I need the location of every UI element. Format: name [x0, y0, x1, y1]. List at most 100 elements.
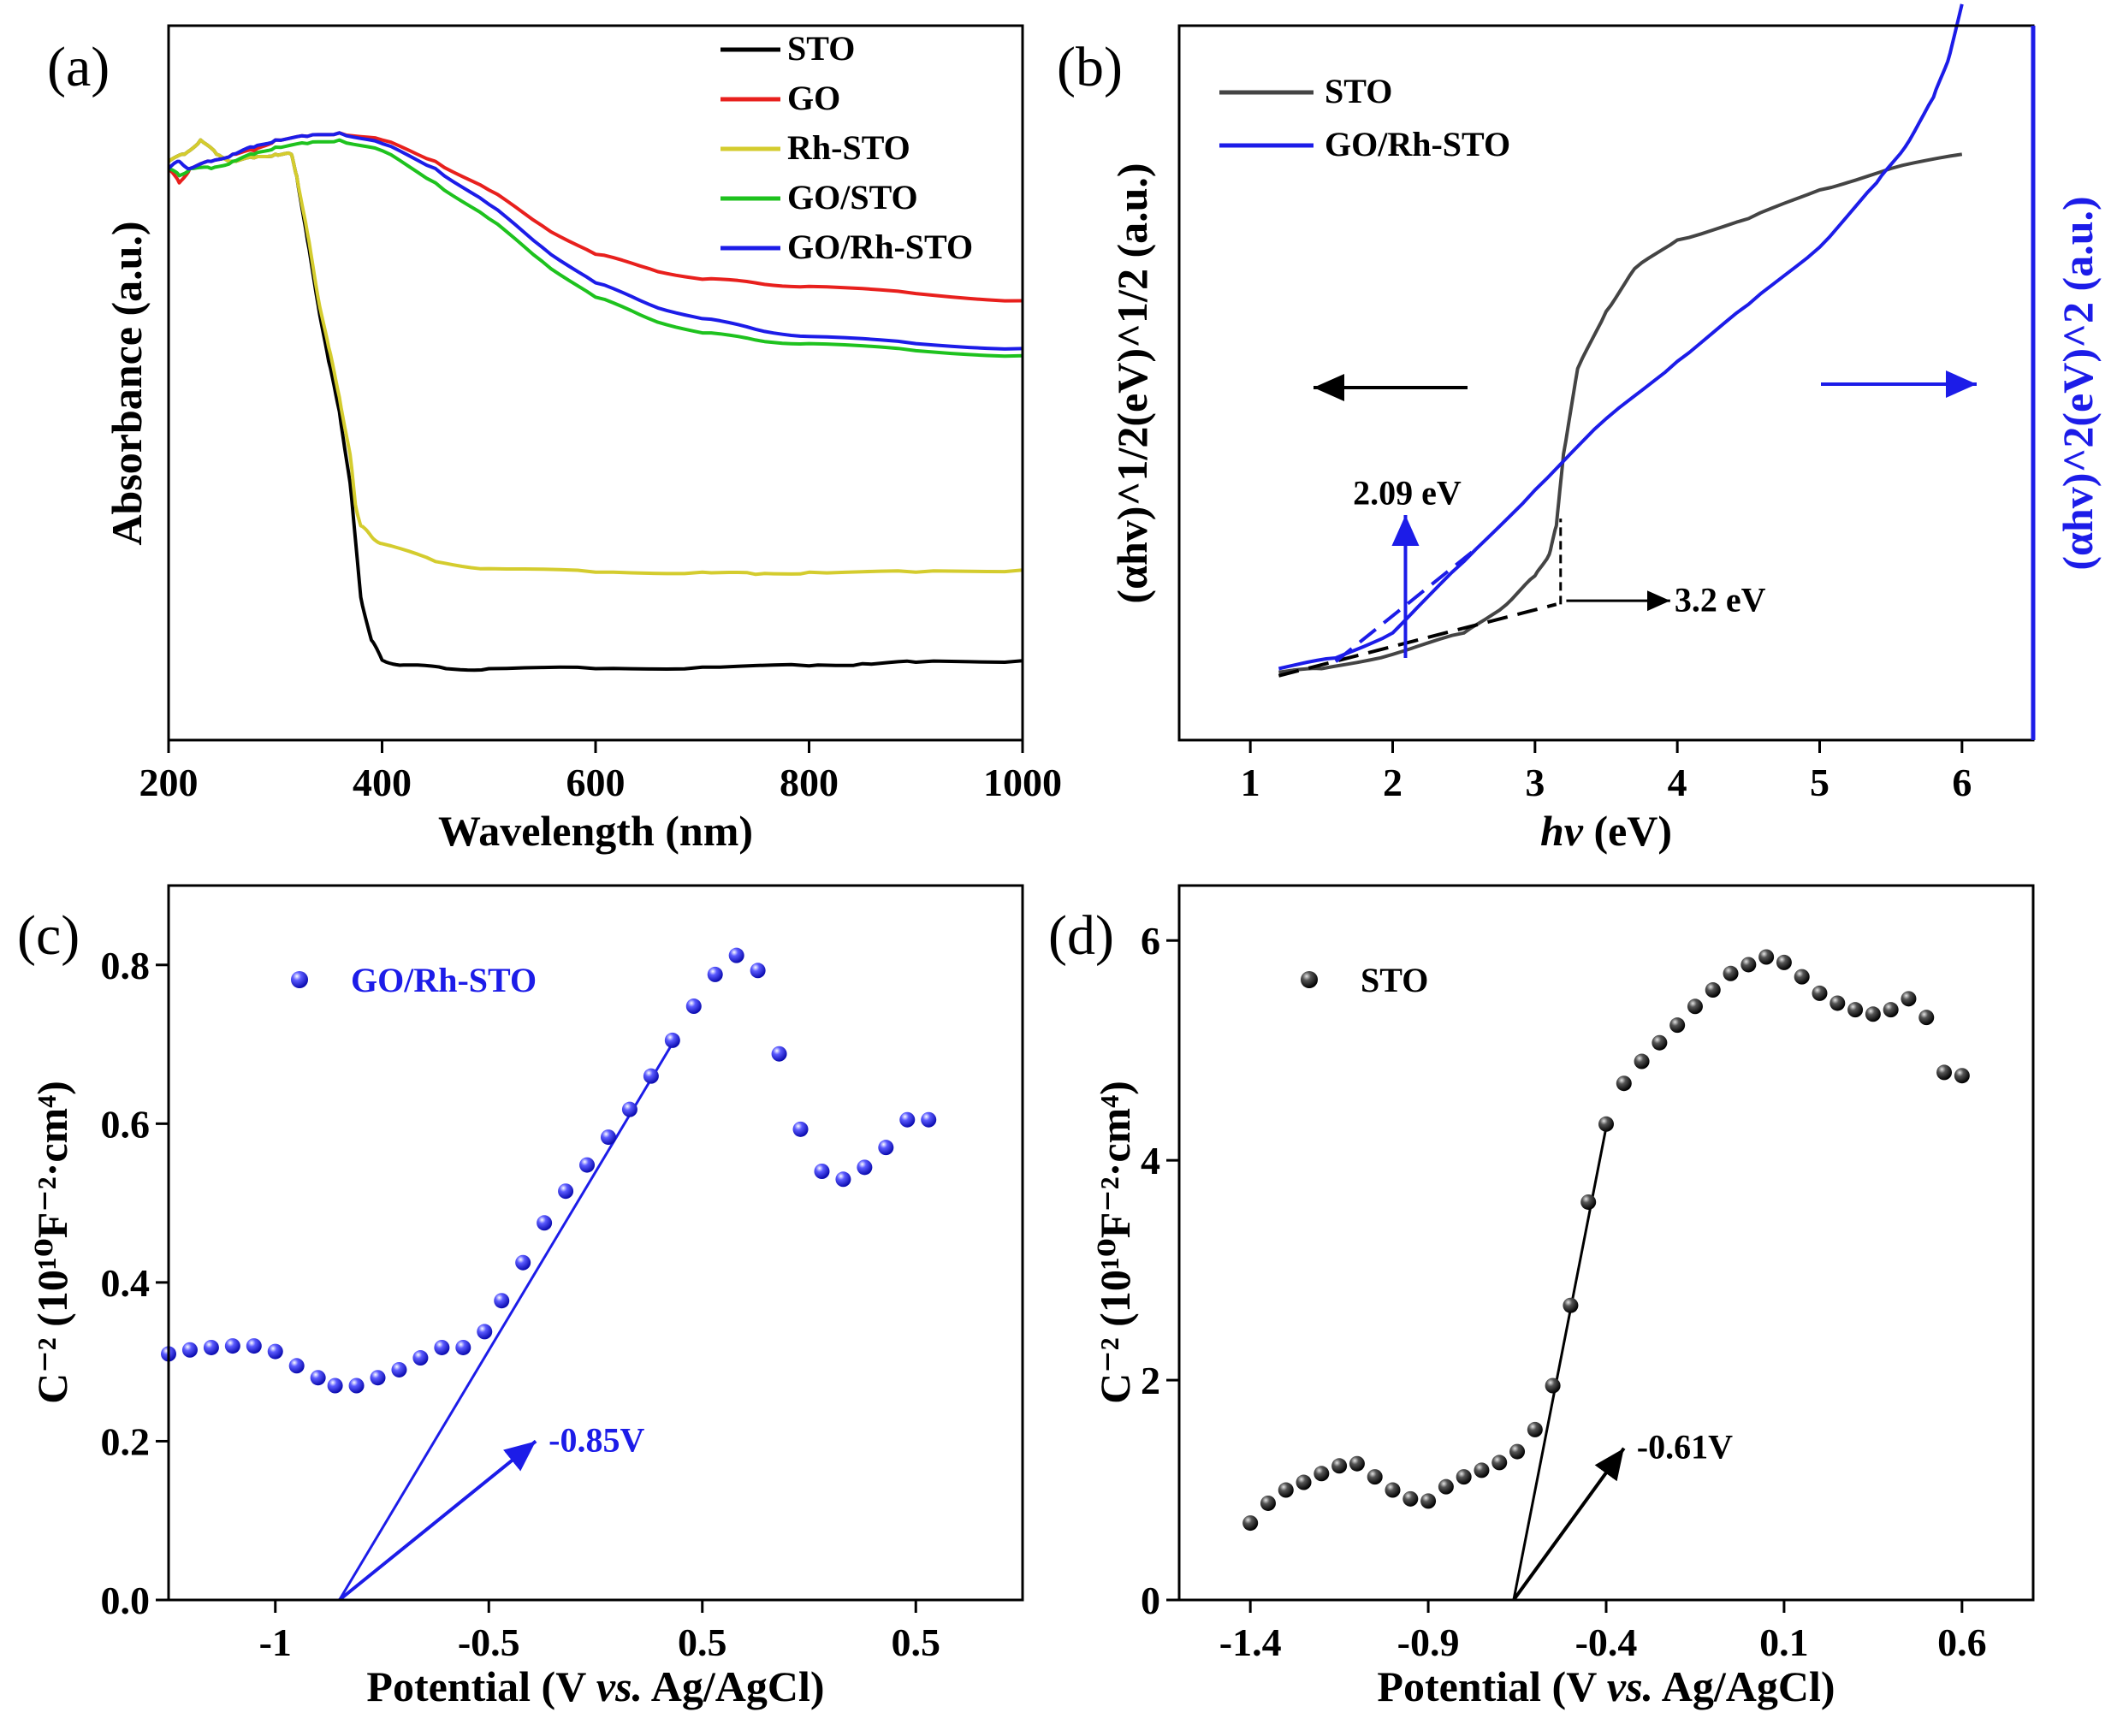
panel-d-data-point: [1563, 1297, 1579, 1313]
panel-a-x-tick-label: 400: [353, 761, 412, 804]
panel-d-x-tick-label: -1.4: [1219, 1620, 1282, 1664]
panel-c-arrow: [338, 1439, 537, 1602]
panel-c-x-tick-label: -0.5: [458, 1620, 520, 1664]
panel-d-data-point: [1936, 1064, 1953, 1081]
panel-b-x-tick-label: 1: [1241, 761, 1260, 804]
panel-a-y-label: Absorbance (a.u.): [103, 221, 151, 545]
panel-b-annotation-2-09: 2.09 eV: [1353, 473, 1462, 512]
panel-d-y-tick-label: 4: [1141, 1139, 1160, 1182]
panel-c-y-tick-label: 0.8: [101, 944, 151, 987]
panel-c-y-tick-label: 0.0: [101, 1579, 151, 1622]
panel-c-data-point: [921, 1111, 937, 1128]
panel-c-x-tick-label: -1: [259, 1620, 292, 1664]
panel-a-x-tick-label: 1000: [983, 761, 1062, 804]
panel-d-data-point: [1652, 1034, 1668, 1051]
panel-d-data-point: [1705, 982, 1721, 998]
panel-c-data-point: [181, 1342, 198, 1358]
panel-b-x-ticks: 1 2 3 4 5 6: [1241, 740, 1972, 804]
panel-a-x-tick-label: 200: [139, 761, 199, 804]
panel-c-data-point: [643, 1068, 659, 1084]
panel-c-label: (c): [17, 904, 80, 967]
panel-d-x-label-part1: Potential (V: [1377, 1662, 1606, 1710]
panel-b-legend: STO GO/Rh-STO: [1219, 72, 1510, 163]
panel-d-data-point: [1847, 1002, 1864, 1018]
panel-c-x-tick-label: 0.5: [678, 1620, 727, 1664]
panel-b-annotation-3-2: 3.2 eV: [1675, 581, 1766, 619]
panel-c-y-tick-label: 0.6: [101, 1102, 151, 1146]
panel-c-data-point: [203, 1339, 219, 1355]
panel-a: (a) 200 400 600 800 1000 Wavelength (nm) Abs…: [47, 24, 1062, 855]
panel-d-data-point: [1634, 1053, 1650, 1069]
panel-c-data-point: [434, 1339, 450, 1355]
panel-c-data-point: [878, 1140, 894, 1156]
panel-d-legend-label: STO: [1361, 961, 1428, 999]
panel-a-label: (a): [47, 36, 110, 98]
panel-b-series-sto: [1278, 152, 1963, 674]
panel-a-x-tick-label: 800: [780, 761, 839, 804]
panel-c-data-point: [515, 1254, 531, 1271]
panel-c-y-tick-label: 0.4: [101, 1261, 151, 1305]
panel-b-x-tick-label: 2: [1383, 761, 1402, 804]
panel-c-data-point: [621, 1101, 637, 1117]
panel-c-x-label-part3: Ag/AgCl): [643, 1662, 825, 1710]
panel-d: (d) -0.61V -1.4 -0.9 -0.4 0.1 0.6 0 2 4 6 Potent…: [1048, 884, 2035, 1710]
panel-d-data-point: [1883, 1002, 1899, 1018]
panel-c-x-label-vs: vs.: [596, 1662, 643, 1710]
panel-d-data-point: [1616, 1075, 1632, 1092]
panel-c-data-point: [771, 1046, 787, 1062]
panel-d-data-point: [1758, 949, 1775, 965]
panel-b-annotations: 2.09 eV 3.2 eV: [1353, 473, 1766, 658]
panel-d-data-point: [1669, 1017, 1686, 1034]
panel-a-legend-label: STO: [787, 29, 855, 68]
panel-c-ticks: -1 -0.5 0.5 0.5 0.0 0.2 0.4 0.6 0.8: [101, 944, 941, 1664]
panel-c-data-point: [537, 1215, 553, 1231]
panel-c-data-point: [288, 1358, 305, 1374]
panel-b-x-tick-label: 3: [1525, 761, 1545, 804]
panel-d-data-point: [1901, 991, 1917, 1007]
panel-c-data-point: [685, 998, 702, 1015]
panel-d-data-point: [1367, 1469, 1383, 1485]
panel-d-y-tick-label: 2: [1141, 1359, 1160, 1402]
panel-d-plot-area: -0.61V: [1242, 949, 1970, 1602]
panel-c-y-label: C⁻² (10¹⁰F⁻²·cm⁴): [28, 1081, 76, 1404]
panel-c-data-point: [327, 1378, 343, 1394]
panel-c-data-point: [728, 947, 744, 963]
panel-b-y-label-right: (αhv)^2(eV)^2 (a.u.): [2054, 196, 2102, 570]
panel-d-data-point: [1954, 1068, 1970, 1084]
panel-c-legend-marker: [291, 971, 308, 988]
panel-b-x-label: hv (eV): [1540, 807, 1672, 855]
panel-c-data-point: [664, 1032, 680, 1048]
panel-d-data-point: [1545, 1378, 1561, 1394]
panel-a-legend-label: GO/STO: [787, 178, 918, 216]
panel-a-plot-area: [167, 131, 1023, 672]
panel-c-data-point: [899, 1111, 916, 1128]
panel-d-data-point: [1865, 1006, 1881, 1022]
panel-a-series-go-rh-sto: [167, 131, 1023, 351]
panel-d-data-point: [1385, 1482, 1401, 1498]
panel-c-x-tick-label: 0.5: [892, 1620, 941, 1664]
panel-c-frame: [167, 884, 1024, 1602]
panel-a-legend: STO GO Rh-STO GO/STO GO/Rh-STO: [721, 29, 973, 266]
panel-b-x-tick-label: 6: [1952, 761, 1972, 804]
panel-d-label: (d): [1048, 904, 1114, 967]
panel-b-y-label-left: (αhv)^1/2(eV)^1/2 (a.u.): [1108, 163, 1156, 603]
panel-d-data-point: [1812, 985, 1828, 1001]
panel-a-series-go-sto: [168, 138, 1023, 358]
panel-c-x-label: Potential (V vs. Ag/AgCl): [366, 1662, 824, 1710]
panel-d-x-label: Potential (V vs. Ag/AgCl): [1377, 1662, 1835, 1710]
panel-b-x-tick-label: 4: [1668, 761, 1687, 804]
panel-a-series-sto: [167, 138, 1023, 672]
panel-c-data-point: [579, 1157, 596, 1173]
panel-c-data-point: [835, 1171, 851, 1188]
panel-c-data-point: [814, 1164, 830, 1179]
panel-d-x-tick-label: 0.1: [1759, 1620, 1809, 1664]
panel-d-data-point: [1491, 1455, 1508, 1471]
panel-c-x-label-part1: Potential (V: [366, 1662, 596, 1710]
panel-a-legend-label: GO: [787, 79, 840, 117]
panel-d-data-point: [1278, 1482, 1294, 1498]
panel-d-x-label-part3: Ag/AgCl): [1653, 1662, 1835, 1710]
panel-d-data-point: [1260, 1495, 1276, 1511]
panel-a-x-tick-label: 600: [566, 761, 626, 804]
panel-c-data-point: [412, 1350, 429, 1366]
panel-a-legend-label: Rh-STO: [787, 128, 910, 167]
